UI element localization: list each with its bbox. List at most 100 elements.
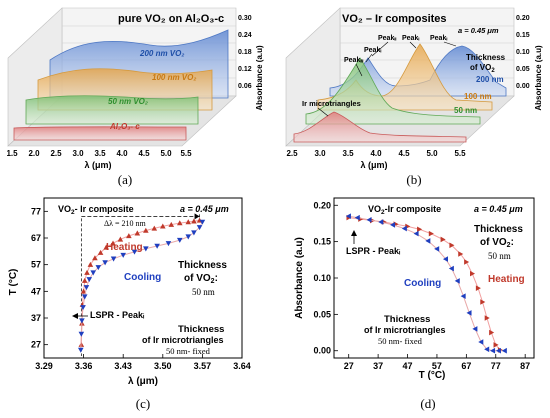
panel-d-cooling-point bbox=[490, 347, 496, 354]
panel-d-cooling-point bbox=[454, 278, 460, 284]
panel-d-heating-point bbox=[449, 242, 455, 249]
panel-a-series-label-200nm: 200 nm VO₂ bbox=[139, 49, 184, 58]
panel-c-thickness-ir-1: Thickness bbox=[178, 324, 224, 335]
panel-c-cooling-point bbox=[165, 241, 172, 247]
panel-c-heating-point bbox=[87, 261, 94, 267]
panel-d-cooling-point bbox=[425, 238, 431, 244]
panel-d-heating-point bbox=[493, 342, 499, 348]
panel-c-heating-point bbox=[117, 236, 124, 242]
panel-a-series-label-al2o3: Al₂O₃- c bbox=[109, 122, 140, 131]
panel-b-x-tick: 5.0 bbox=[426, 149, 438, 158]
panel-a-y-label: Absorbance (a.u) bbox=[255, 45, 264, 111]
panel-d-thickness-ir-2: of Ir microtriangles bbox=[364, 325, 446, 335]
panel-c-heating-label: Heating bbox=[106, 242, 143, 253]
panel-d-x-tick-label: 37 bbox=[373, 361, 383, 371]
panel-c-label: (c) bbox=[136, 396, 150, 411]
panel-a-y-tick: 0.06 bbox=[238, 83, 252, 90]
panel-d-y-tick-label: 0.00 bbox=[313, 346, 331, 356]
panel-c-title: VO2- Ir composite bbox=[58, 204, 134, 216]
panel-d-cooling-point bbox=[345, 213, 351, 219]
panel-b-peak-label: Peakᵢ bbox=[364, 47, 381, 54]
panel-d-cooling-label: Cooling bbox=[404, 278, 441, 289]
panel-c-x-tick-label: 3.36 bbox=[75, 361, 93, 371]
panel-a-x-label: λ (μm) bbox=[84, 160, 111, 170]
panel-d-peak-label: LSPR - Peakᵢ bbox=[346, 246, 401, 256]
panel-d-cooling-point bbox=[442, 256, 449, 262]
panel-d-cooling-point bbox=[413, 230, 419, 237]
panel-d-y-tick-label: 0.10 bbox=[313, 273, 331, 283]
panel-c-heating-point bbox=[110, 240, 116, 246]
panel-c-cooling-point bbox=[131, 249, 138, 255]
panel-d-cooling-point bbox=[495, 347, 501, 354]
panel-a-y-tick: 0.12 bbox=[238, 66, 252, 73]
panel-b-x-tick: 2.5 bbox=[286, 149, 298, 158]
panel-d-cooling-point bbox=[472, 326, 478, 332]
panel-d-thickness-vo2-value: 50 nm bbox=[488, 251, 511, 261]
panel-b-x-tick: 5.5 bbox=[454, 149, 466, 158]
panel-d-heating-point bbox=[475, 285, 481, 291]
panel-c-heating-point bbox=[168, 221, 175, 227]
panel-c-thickness-ir-value: 50 nm- fixed bbox=[166, 346, 211, 356]
panel-a-series-label-50nm: 50 nm VO₂ bbox=[108, 97, 148, 106]
panel-d-cooling-point bbox=[484, 346, 490, 353]
panel-c-heating-point bbox=[160, 223, 166, 229]
panel-c-cooling-point bbox=[196, 225, 203, 231]
panel-d-x-tick-label: 67 bbox=[461, 361, 471, 371]
panel-c-cooling-point bbox=[120, 252, 126, 258]
panel-b-y-tick: 0.20 bbox=[516, 15, 530, 22]
panel-d-heating-label: Heating bbox=[488, 274, 525, 285]
panel-c-y-tick-label: 37 bbox=[31, 313, 41, 323]
panel-b-series-label-ir: Ir microtriangles bbox=[302, 99, 361, 108]
panel-b-series-label-100nm: 100 nm bbox=[464, 92, 492, 101]
panel-a-y-tick: 0.30 bbox=[238, 15, 252, 22]
panel-a-x-tick: 5.5 bbox=[180, 149, 192, 158]
panel-b-title: VO₂ – Ir composites bbox=[342, 13, 447, 25]
panel-c-heating-point bbox=[176, 220, 183, 226]
panel-c-heating-point bbox=[134, 230, 141, 236]
panel-d-peak-arrowhead bbox=[351, 230, 357, 236]
panel-a-y-tick: 0.24 bbox=[238, 32, 252, 39]
panel-b-series-label-50nm: 50 nm bbox=[454, 106, 477, 115]
panel-d-plot-frame bbox=[333, 197, 535, 359]
panel-c-cooling-point bbox=[79, 318, 85, 324]
panel-b-x-label: λ (μm) bbox=[360, 160, 387, 170]
panel-d-y-label: Absorbance (a.u) bbox=[294, 237, 305, 319]
panel-c-plot-frame bbox=[43, 197, 243, 359]
panel-d-cooling-point bbox=[460, 293, 466, 299]
panel-d-series bbox=[345, 213, 507, 354]
panel-d-x-label: T (°C) bbox=[419, 370, 446, 381]
panel-b-series-label-200nm: 200 nm bbox=[476, 75, 504, 84]
panel-a-x-tick: 3.0 bbox=[72, 149, 84, 158]
panel-c-thickness-vo2-value: 50 nm bbox=[192, 287, 215, 297]
panel-b-x-ticks: 2.5 3.0 3.5 4.0 4.5 5.0 5.5 bbox=[286, 149, 466, 158]
panel-c-heating-point bbox=[81, 277, 88, 283]
panel-c-cooling-point bbox=[83, 285, 90, 291]
panel-c-heating-point bbox=[185, 219, 192, 225]
panel-d-x-tick-label: 27 bbox=[344, 361, 354, 371]
panel-d-thickness-vo2-1: Thickness bbox=[474, 224, 523, 235]
panel-d-y-tick-label: 0.20 bbox=[313, 200, 331, 210]
panel-c-y-tick-label: 67 bbox=[31, 233, 41, 243]
panel-b-x-tick: 4.0 bbox=[370, 149, 382, 158]
panel-d-y-tick-label: 0.05 bbox=[313, 309, 331, 319]
panel-b-y-ticks: 0.20 0.15 0.10 0.05 0.00 bbox=[516, 15, 530, 90]
panel-b-legend-title-1: Thickness bbox=[466, 53, 506, 62]
panel-c-cooling-point bbox=[77, 347, 84, 353]
panel-a-x-tick: 2.0 bbox=[28, 149, 40, 158]
panel-b-slab-ir bbox=[293, 111, 467, 143]
panel-c-x-tick-label: 3.50 bbox=[154, 361, 172, 371]
panel-d-heating-point bbox=[489, 329, 495, 336]
panel-c-y-tick-label: 47 bbox=[31, 286, 41, 296]
panel-c-series bbox=[77, 217, 206, 353]
panel-d-axes: 27 37 47 57 67 77 87 0.00 0.05 0.10 0.15 0.20 bbox=[313, 200, 530, 371]
panel-b-x-tick: 3.0 bbox=[314, 149, 326, 158]
panel-c-cooling-point bbox=[143, 246, 149, 252]
panel-c-heating-point bbox=[151, 225, 158, 231]
panel-c-cooling-point bbox=[80, 305, 86, 311]
panel-c-cooling-point bbox=[81, 294, 88, 300]
panel-c-cooling-point bbox=[78, 331, 85, 337]
panel-c-cooling-point bbox=[185, 234, 192, 240]
panel-c-cooling-point bbox=[191, 230, 197, 236]
panel-c-thickness-vo2-1: Thickness bbox=[178, 260, 227, 271]
